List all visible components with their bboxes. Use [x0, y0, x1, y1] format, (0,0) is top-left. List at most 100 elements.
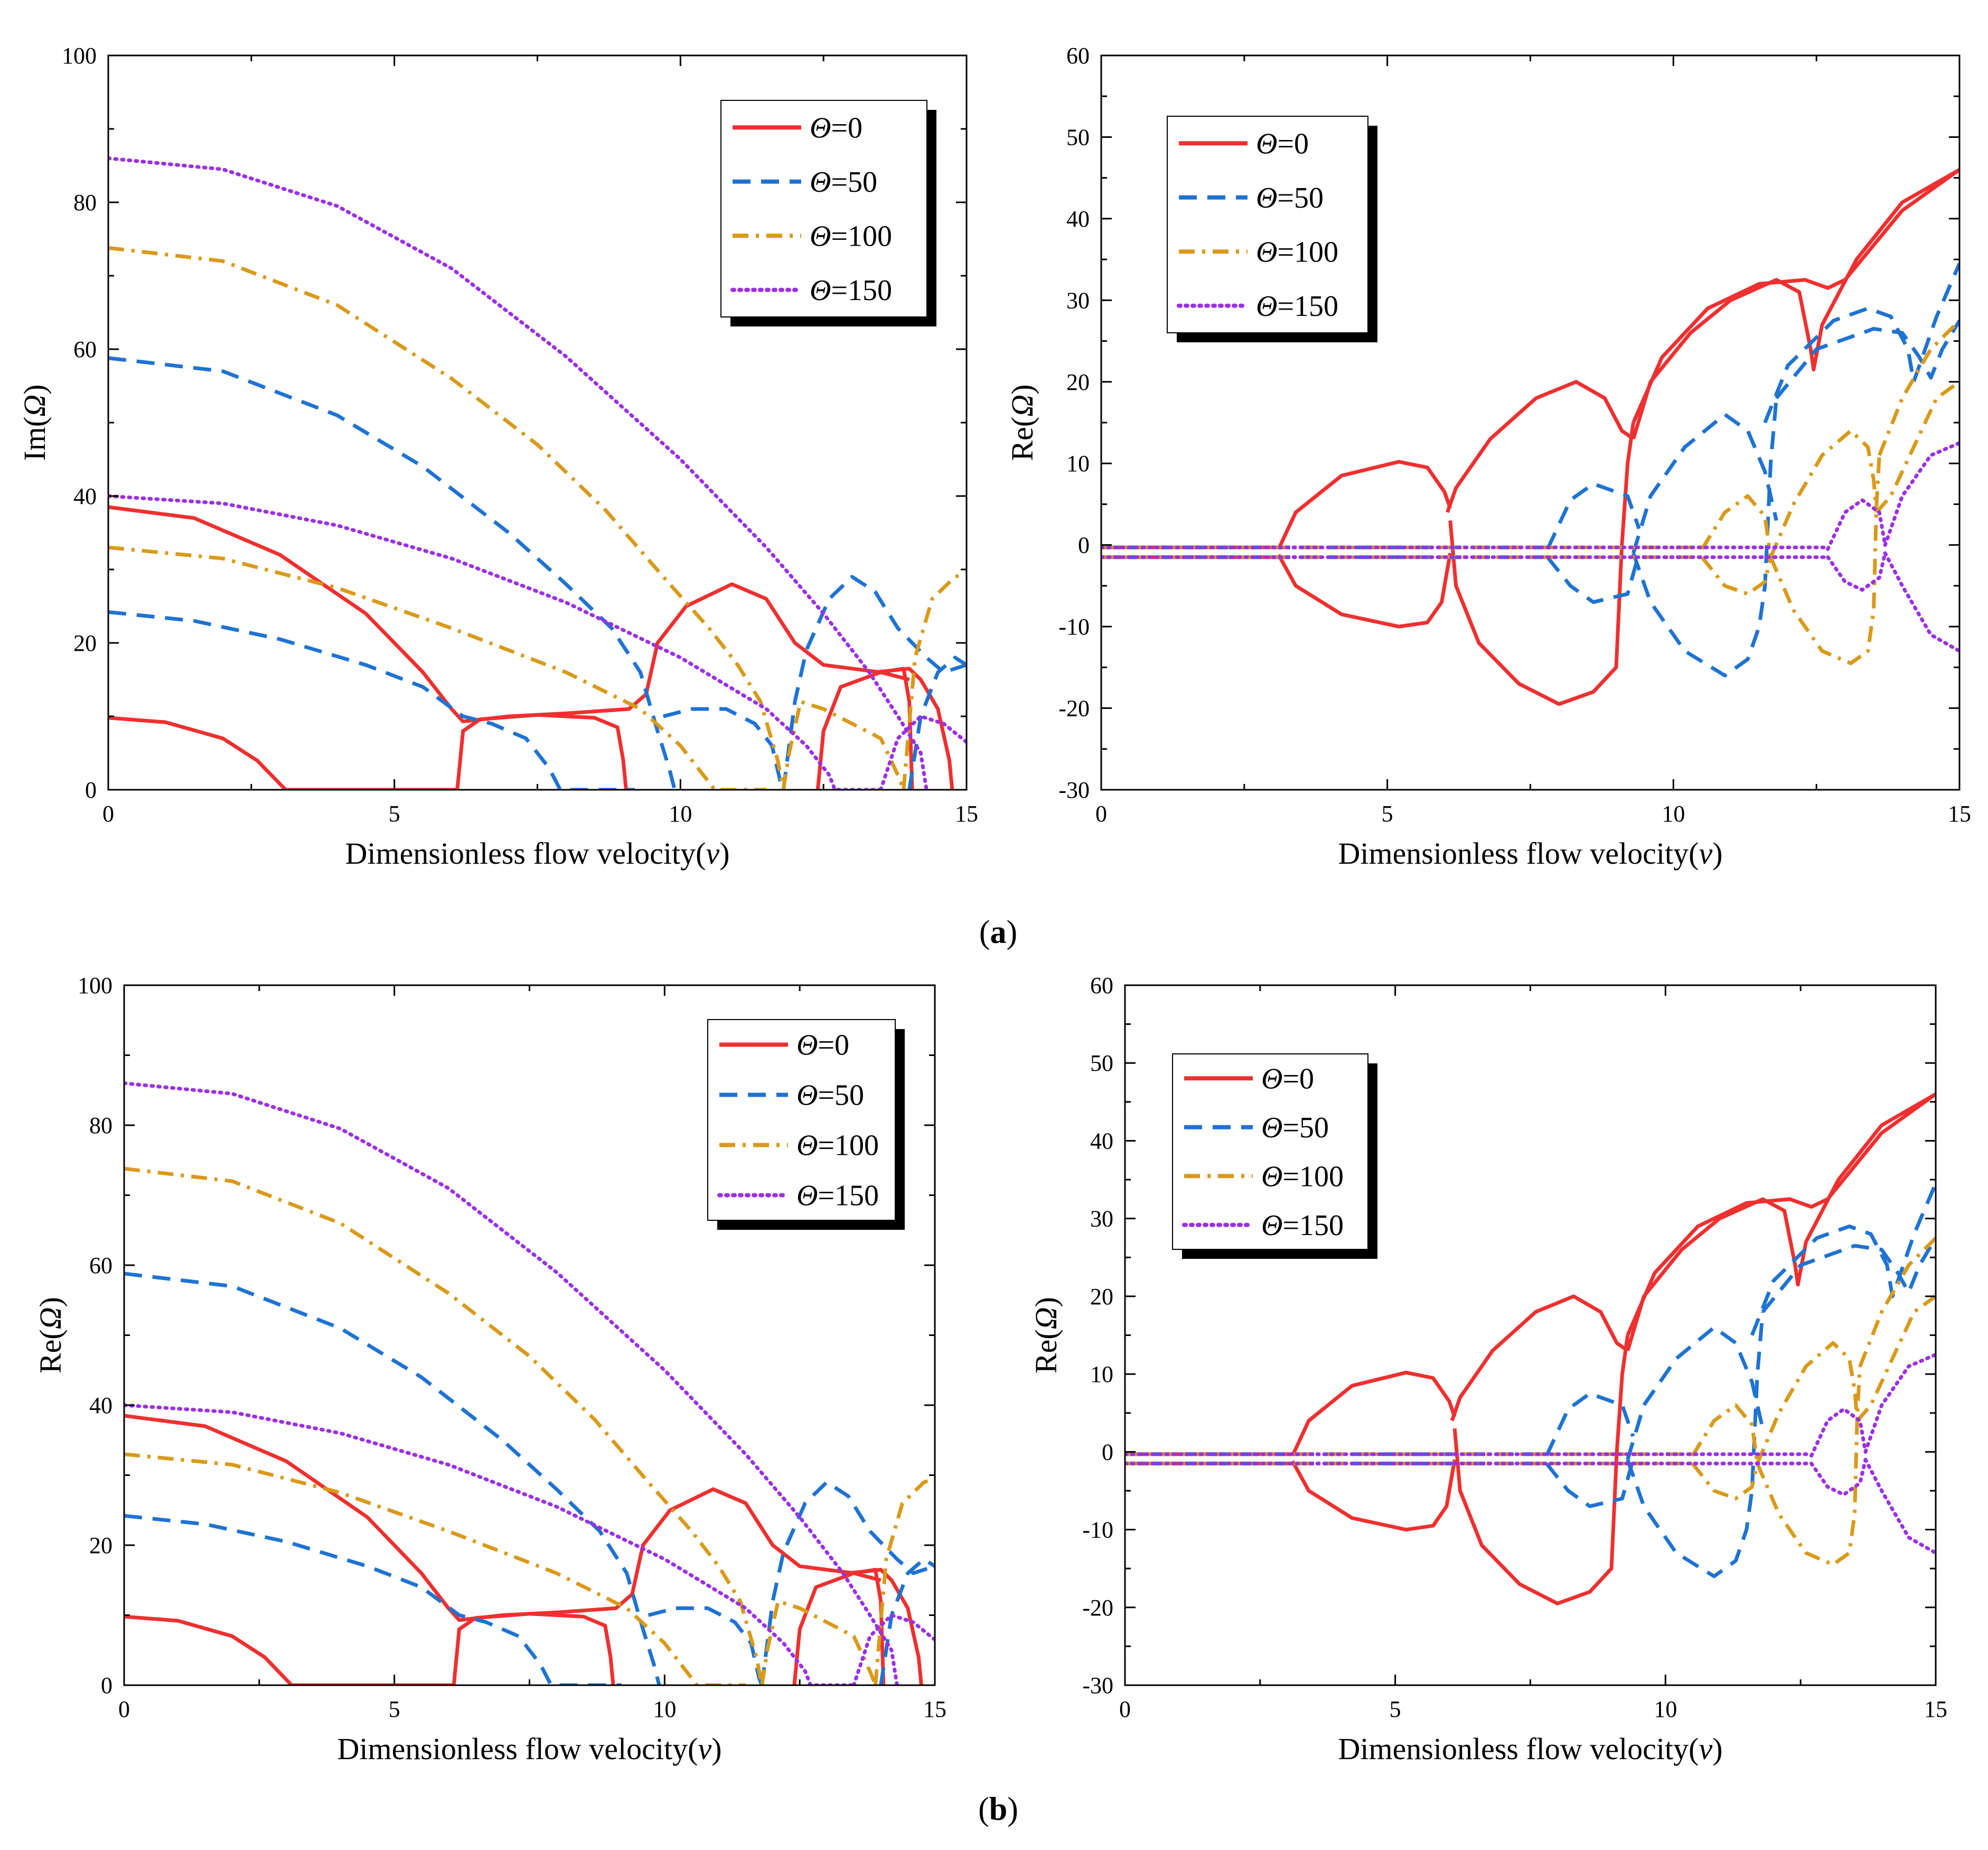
chart-b-left: 0 5 10 15 0 20 40 60 80 100 Dimensionless flow vel…: [33, 973, 946, 1766]
series-line-theta150-2: [852, 1613, 935, 1685]
series-line-theta150-2: [879, 714, 967, 790]
y-tick-label: 50: [1066, 124, 1090, 150]
legend-value: =100: [1282, 1160, 1344, 1193]
y-tick-label: 0: [1078, 532, 1090, 558]
legend-label-theta50: Θ=50: [796, 1079, 864, 1112]
series-line-theta100-3: [1691, 1462, 1759, 1501]
legend-label-theta100: Θ=100: [1256, 236, 1338, 268]
series-line-theta0-7: [1626, 1092, 1936, 1336]
series-line-theta50-0: [108, 610, 635, 790]
x-axis-title-main: Dimensionless flow velocity(: [1338, 836, 1699, 871]
chart-a-right: 0 5 10 15 -30 -20 -10 0 10 20 30 40 50 60 Dimensionles…: [1005, 43, 1971, 871]
y-axis-title-main: Re(: [1005, 417, 1039, 461]
series-line-theta100-1: [108, 246, 785, 790]
series-line-theta100-2: [760, 1599, 877, 1685]
series-line-theta0-2: [124, 1414, 882, 1622]
y-axis-title: Re(Ω): [1005, 384, 1039, 461]
series-line-theta0-1: [455, 713, 628, 790]
series-line-theta0-6: [1631, 168, 1959, 440]
y-axis-title: Re(Ω): [33, 1297, 68, 1374]
series-line-theta50-0: [124, 1513, 622, 1685]
legend-value: =0: [831, 111, 862, 144]
legend-value: =50: [818, 1079, 864, 1112]
series-line-theta100-2: [1700, 494, 1773, 558]
panel-label-b: (b): [978, 1791, 1018, 1827]
y-tick-label: 10: [1090, 1361, 1113, 1387]
series-line-theta0-0: [124, 1614, 454, 1685]
legend-label-theta50: Θ=50: [1256, 182, 1324, 214]
series-line-theta150-1: [124, 1081, 899, 1685]
y-tick-label: 0: [85, 777, 97, 803]
legend-value: =0: [1282, 1062, 1314, 1095]
legend-symbol: Θ: [810, 166, 831, 199]
y-axis-title: Re(Ω): [1029, 1297, 1063, 1374]
y-tick-label: -20: [1058, 696, 1090, 722]
legend-label-theta100: Θ=100: [796, 1129, 879, 1162]
legend-value: =0: [818, 1029, 849, 1062]
y-axis-title-var: Ω: [33, 1307, 68, 1329]
series-line-theta50-4: [879, 1557, 935, 1685]
x-tick-label: 15: [1948, 801, 1971, 827]
x-tick-label: 5: [389, 1696, 400, 1722]
series-line-theta150-0: [108, 494, 883, 790]
legend-box: [1172, 1053, 1368, 1250]
legend-symbol: Θ: [1261, 1111, 1282, 1144]
x-tick-label: 10: [653, 1696, 676, 1722]
series-line-theta50-1: [108, 356, 677, 790]
legend-value: =150: [831, 274, 892, 307]
series-line-theta50-5: [1631, 398, 1778, 678]
series-line-theta100-0: [108, 545, 766, 790]
legend-value: =150: [1277, 290, 1338, 323]
y-axis-title-close: ): [1005, 384, 1039, 394]
y-tick-label: 20: [89, 1533, 112, 1558]
y-tick-label: 100: [62, 43, 97, 69]
legend-symbol: Θ: [1256, 127, 1277, 160]
y-tick-label: 10: [1066, 451, 1090, 476]
series-group: [1101, 168, 1959, 706]
series-line-theta150-5: [1883, 551, 1959, 653]
legend-label-theta0: Θ=0: [810, 111, 862, 144]
y-tick-label: 80: [89, 1113, 112, 1138]
x-tick-label: 15: [1924, 1696, 1947, 1722]
series-line-theta150-2: [1809, 1407, 1868, 1458]
series-line-theta100-4: [1756, 1341, 1860, 1464]
y-tick-label: 30: [1066, 287, 1090, 313]
series-line-theta50-4: [1631, 413, 1778, 554]
series-line-theta0-4: [1446, 380, 1635, 513]
x-axis-title-close: ): [711, 1732, 721, 1766]
y-tick-label: 40: [89, 1393, 112, 1418]
series-line-theta50-4: [1626, 1325, 1765, 1461]
series-line-theta0-1: [452, 1612, 615, 1685]
x-axis-title: Dimensionless flow velocity(v): [1338, 836, 1722, 871]
legend-symbol: Θ: [810, 111, 831, 144]
x-axis-title-var: v: [1699, 836, 1712, 871]
series-line-theta0-4: [1450, 1294, 1629, 1422]
y-tick-label: 80: [73, 190, 97, 216]
series-group: [1125, 1092, 1936, 1605]
series-line-theta50-2: [1545, 482, 1641, 550]
series-line-theta100-7: [1878, 319, 1959, 456]
y-axis-title-close: ): [33, 1297, 68, 1307]
series-line-theta50-3: [781, 575, 967, 790]
series-line-theta150-4: [1863, 1352, 1936, 1454]
y-tick-label: 40: [73, 483, 97, 509]
x-tick-label: 10: [669, 801, 692, 827]
series-line-theta0-3: [1291, 1459, 1457, 1532]
legend-value: =100: [831, 220, 892, 253]
legend-symbol: Θ: [796, 1029, 818, 1062]
series-line-theta50-4: [907, 656, 967, 790]
legend-label-theta50: Θ=50: [1261, 1111, 1329, 1144]
series-line-theta100-2: [781, 699, 906, 790]
series-line-theta150-1: [108, 156, 929, 790]
x-axis-title: Dimensionless flow velocity(v): [337, 1732, 721, 1766]
series-line-theta50-7: [1775, 320, 1959, 399]
y-tick-label: 20: [73, 630, 97, 656]
legend-symbol: Θ: [1256, 290, 1277, 323]
legend-label-theta50: Θ=50: [810, 166, 877, 199]
x-tick-label: 15: [955, 801, 978, 827]
series-line-theta50-7: [1761, 1237, 1936, 1313]
y-tick-label: 40: [1090, 1128, 1113, 1154]
